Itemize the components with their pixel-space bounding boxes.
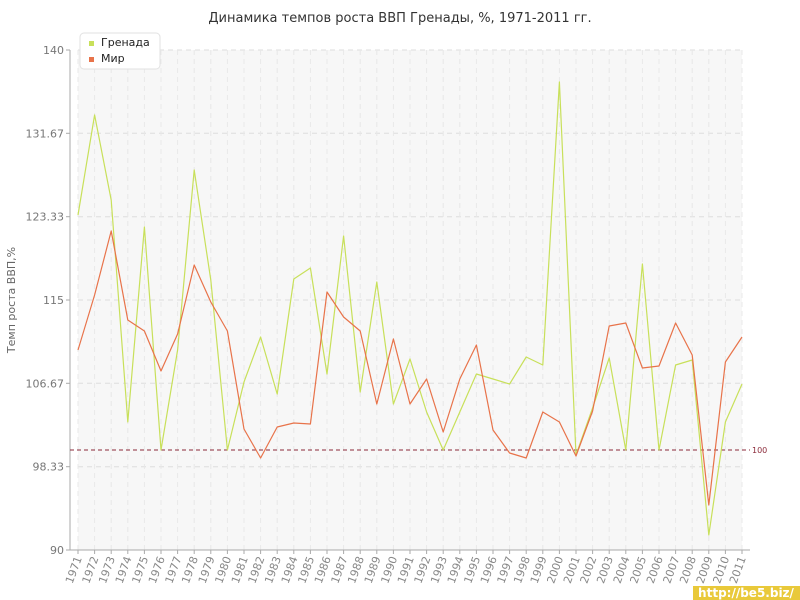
- legend-label: Мир: [101, 52, 125, 65]
- y-tick-labels: 90 98.33 106.67 115 123.33 131.67 140: [26, 44, 70, 557]
- legend: Гренада Мир: [79, 32, 161, 70]
- legend-box: [79, 32, 161, 70]
- series-line-0: [77, 81, 743, 536]
- legend-label: Гренада: [101, 36, 150, 49]
- series-lines: [77, 81, 743, 536]
- y-tick-label: 131.67: [26, 127, 65, 140]
- chart-title: Динамика темпов роста ВВП Гренады, %, 19…: [208, 11, 591, 26]
- legend-marker: [89, 41, 94, 46]
- watermark-link[interactable]: http://be5.biz/: [698, 586, 794, 600]
- y-tick-label: 98.33: [33, 461, 65, 474]
- x-tick-labels: 1971197219731974197519761977197819791980…: [63, 550, 749, 585]
- y-tick-label: 123.33: [26, 211, 65, 224]
- watermark-background: [693, 586, 800, 600]
- series-line-1: [77, 230, 743, 506]
- y-tick-label: 115: [43, 294, 64, 307]
- grid-lines: [77, 49, 743, 551]
- y-tick-label: 106.67: [26, 377, 65, 390]
- watermark[interactable]: http://be5.biz/: [693, 586, 800, 600]
- y-tick-label: 140: [43, 44, 64, 57]
- y-tick-label: 90: [50, 544, 64, 557]
- legend-marker: [89, 57, 94, 62]
- reference-line: 100: [70, 446, 767, 455]
- reference-line-label: 100: [752, 446, 767, 455]
- y-axis-label: Темп роста ВВП,%: [5, 247, 18, 354]
